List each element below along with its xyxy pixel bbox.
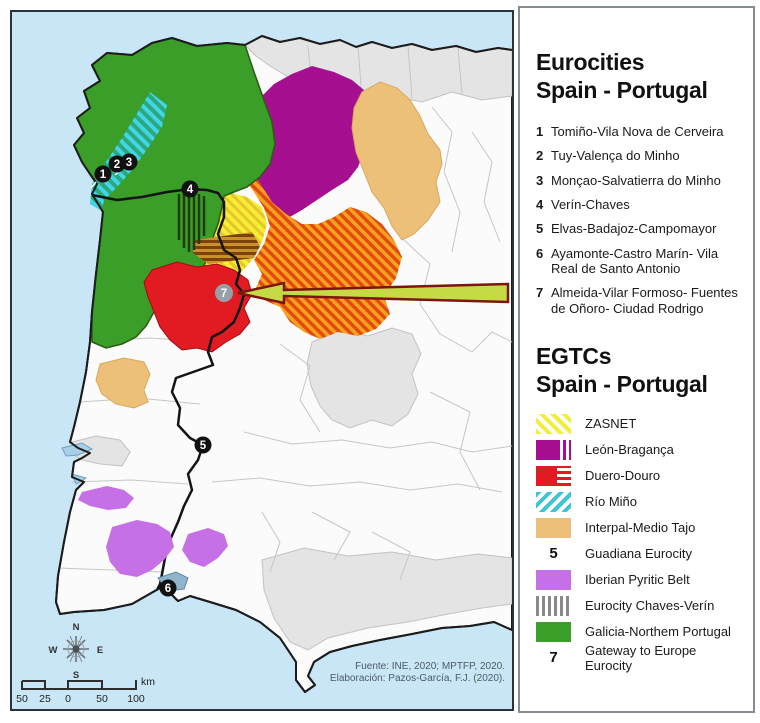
marker-7: 7	[221, 288, 227, 300]
eurocity-label: Elvas-Badajoz-Campomayor	[551, 221, 717, 237]
eurocity-label: Tuy-Valença do Minho	[551, 148, 680, 164]
marker-4: 4	[187, 184, 194, 196]
rio-mino-swatch-icon	[536, 491, 571, 512]
eurocity-label: Monçao-Salvatierra do Minho	[551, 172, 721, 188]
legend-item: Eurocity Chaves-Verín	[536, 594, 745, 618]
interpal-swatch-icon	[536, 517, 571, 538]
tagus-estuary	[61, 442, 94, 457]
scale-bar: 50 25 0 50 100 km	[16, 676, 155, 705]
legend-label: Gateway to Europe Eurocity	[585, 642, 697, 673]
marker-1: 1	[100, 169, 107, 181]
marker-5: 5	[200, 440, 207, 452]
scale-tick: 100	[127, 693, 145, 705]
marker-3: 3	[126, 157, 132, 169]
legend-label: Iberian Pyritic Belt	[585, 572, 690, 588]
legend-label: Duero-Douro	[585, 468, 661, 484]
region-central-east-gray	[306, 327, 422, 429]
region-rio-mino	[90, 92, 167, 211]
eurocity-label: Almeida-Vilar Formoso- Fuentes de Oñoro-…	[551, 285, 738, 316]
compass-rose: N S W E	[49, 622, 104, 681]
duero-douro-swatch-icon	[536, 465, 571, 486]
legend-item: 5 Guadiana Eurocity	[536, 542, 745, 566]
region-chaves-verin-stripes	[177, 192, 206, 252]
eurocity-label: Tomiño-Vila Nova de Cerveira	[551, 124, 724, 139]
eurocity-item: 6 Ayamonte-Castro Marín- Vila Real de Sa…	[536, 246, 745, 277]
eurocity-num: 3	[536, 172, 544, 188]
marker-2: 2	[114, 159, 120, 171]
legend-panel: Eurocities Spain - Portugal 1 Tomiño-Vil…	[518, 6, 755, 713]
region-interpal-medio-tajo-north	[351, 81, 443, 241]
eurocity-item: 7 Almeida-Vilar Formoso- Fuentes de Oñor…	[536, 285, 745, 316]
compass-e: E	[97, 645, 103, 656]
legend-label: Eurocity Chaves-Verín	[585, 598, 715, 614]
eurocity-num: 7	[536, 285, 544, 301]
eurocity-item: 2 Tuy-Valença do Minho	[536, 148, 745, 163]
eurocity-num: 5	[536, 221, 544, 237]
legend-item: Río Miño	[536, 490, 745, 514]
egtcs-title: EGTCs Spain - Portugal	[536, 342, 745, 398]
guadiana-number-marker: 5	[549, 544, 558, 562]
legend-label: Interpal-Medio Tajo	[585, 520, 696, 536]
region-lisbon-gray	[71, 435, 131, 467]
eurocity-num: 6	[536, 245, 544, 261]
eurocity-label: Ayamonte-Castro Marín- Vila Real de Sant…	[551, 245, 719, 276]
portugal-spain-border	[91, 187, 246, 591]
legend-item: Interpal-Medio Tajo	[536, 516, 745, 540]
galicia-swatch-icon	[536, 621, 571, 642]
iberia-map: 1 2 3 4 5 6 7	[12, 12, 512, 709]
legend-label: Galicia-Northem Portugal	[585, 624, 731, 640]
eurocity-num: 1	[536, 124, 544, 139]
scale-tick: 0	[65, 693, 71, 705]
legend-item: Galicia-Northem Portugal	[536, 620, 745, 644]
chaves-verin-swatch-icon	[536, 595, 571, 616]
eurocities-list: 1 Tomiño-Vila Nova de Cerveira 2 Tuy-Val…	[536, 124, 745, 316]
egtcs-title-line2: Spain - Portugal	[536, 370, 708, 397]
legend-item: Duero-Douro	[536, 464, 745, 488]
eurocities-title-line1: Eurocities	[536, 49, 645, 75]
legend-item: 7 Gateway to Europe Eurocity	[536, 642, 745, 673]
marker-6: 6	[165, 583, 171, 595]
coastline	[55, 35, 512, 693]
compass-n: N	[73, 622, 80, 633]
eurocity-item: 3 Monçao-Salvatierra do Minho	[536, 173, 745, 188]
leon-braganca-swatch-icon	[536, 439, 571, 460]
legend-item: Iberian Pyritic Belt	[536, 568, 745, 592]
legend-label: ZASNET	[585, 416, 637, 432]
eurocity-item: 4 Verín-Chaves	[536, 197, 745, 212]
eurocity-label: Verín-Chaves	[551, 196, 630, 212]
scale-tick: 25	[39, 693, 51, 705]
legend-label: Guadiana Eurocity	[585, 546, 692, 562]
egtc-legend-list: ZASNET León-Bragança Duero-Douro Rí	[536, 412, 745, 673]
compass-s: S	[73, 670, 79, 681]
scale-tick: 50	[96, 693, 108, 705]
source-attribution: Fuente: INE, 2020; MPTFP, 2020. Elaborac…	[330, 661, 505, 684]
eurocity-item: 1 Tomiño-Vila Nova de Cerveira	[536, 124, 745, 139]
callout-arrow	[237, 281, 510, 305]
map-panel: 1 2 3 4 5 6 7	[10, 10, 514, 711]
eurocity-markers: 1 2 3 4 5 6 7	[90, 153, 233, 597]
eurocity-num: 2	[536, 148, 544, 164]
eurocities-title-line2: Spain - Portugal	[536, 77, 708, 103]
compass-w: W	[49, 645, 58, 656]
eurocity-item: 5 Elvas-Badajoz-Campomayor	[536, 221, 745, 236]
eurocity-num: 4	[536, 196, 544, 212]
region-interpal-medio-tajo-west	[95, 357, 151, 409]
legend-label: Río Miño	[585, 494, 638, 510]
legend-label: León-Bragança	[585, 442, 674, 458]
scale-tick: 50	[16, 693, 28, 705]
legend-item: León-Bragança	[536, 438, 745, 462]
zasnet-swatch-icon	[536, 413, 571, 434]
source-line-2: Elaboración: Pazos-García, F.J. (2020).	[330, 673, 505, 684]
source-line-1: Fuente: INE, 2020; MPTFP, 2020.	[355, 661, 505, 672]
egtcs-title-line1: EGTCs	[536, 342, 612, 369]
legend-item: ZASNET	[536, 412, 745, 436]
region-duero-zasnet-brown-band	[193, 232, 260, 264]
region-south-gray	[261, 547, 512, 651]
scale-unit: km	[141, 676, 155, 688]
gateway-number-marker: 7	[549, 648, 558, 666]
eurocities-title: Eurocities Spain - Portugal	[536, 48, 745, 104]
pyritic-belt-swatch-icon	[536, 569, 571, 590]
region-iberian-pyritic-belt	[78, 486, 228, 577]
